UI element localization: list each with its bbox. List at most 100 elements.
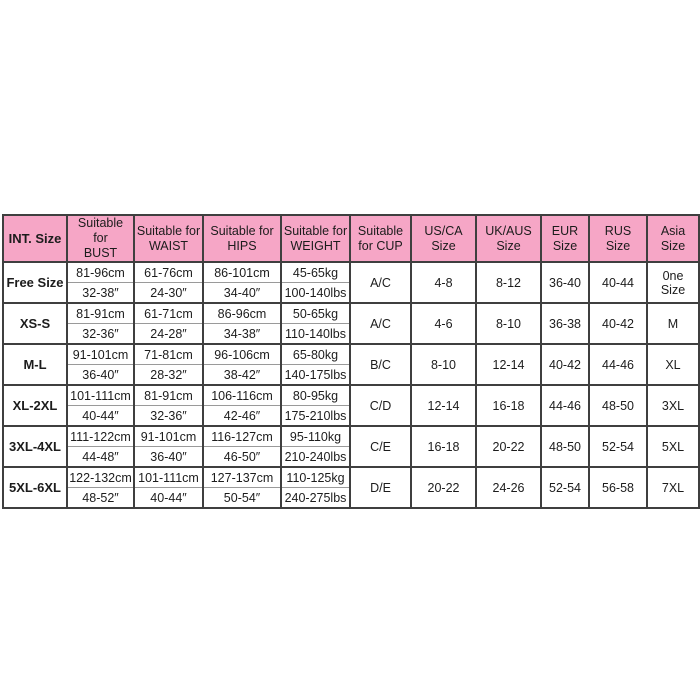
- cell-eur: 40-42: [540, 343, 590, 386]
- cell-bust-in: 48-52″: [66, 487, 135, 509]
- table-row: 40-44″ 32-36″ 42-46″ 175-210lbs: [3, 405, 699, 427]
- cell-bust-in: 32-36″: [66, 323, 135, 345]
- table-row: Free Size 81-96cm 61-76cm 86-101cm 45-65…: [2, 261, 700, 304]
- col-header-us-ca: US/CA Size: [410, 214, 477, 263]
- table-header-row: INT. Size Suitable for BUST Suitable for…: [2, 214, 700, 263]
- cell-waist-cm: 61-76cm: [133, 261, 204, 283]
- cell-weight-lbs: 110-140lbs: [280, 323, 351, 345]
- table-row: 44-48″ 36-40″ 46-50″ 210-240lbs: [3, 446, 699, 468]
- table-row: 5XL-6XL 122-132cm 101-111cm 127-137cm 11…: [2, 466, 700, 509]
- cell-bust-in: 32-38″: [66, 282, 135, 304]
- cell-weight-lbs: 175-210lbs: [280, 405, 351, 427]
- cell-hips-cm: 106-116cm: [202, 384, 282, 406]
- cell-eur: 44-46: [540, 384, 590, 427]
- cell-hips-in: 46-50″: [202, 446, 282, 468]
- table-row: 36-40″ 28-32″ 38-42″ 140-175lbs: [3, 364, 699, 386]
- cell-asia: M: [646, 302, 700, 345]
- cell-uk-aus: 8-10: [475, 302, 542, 345]
- cell-bust-cm: 101-111cm: [66, 384, 135, 406]
- size-chart-image: INT. Size Suitable for BUST Suitable for…: [2, 214, 700, 509]
- cell-hips-cm: 96-106cm: [202, 343, 282, 365]
- cell-us-ca: 20-22: [410, 466, 477, 509]
- cell-waist-cm: 71-81cm: [133, 343, 204, 365]
- cell-eur: 36-40: [540, 261, 590, 304]
- cell-hips-in: 42-46″: [202, 405, 282, 427]
- cell-hips-cm: 86-96cm: [202, 302, 282, 324]
- cell-bust-cm: 111-122cm: [66, 425, 135, 447]
- cell-hips-in: 34-40″: [202, 282, 282, 304]
- cell-waist-in: 40-44″: [133, 487, 204, 509]
- cell-hips-cm: 127-137cm: [202, 466, 282, 488]
- cell-hips-in: 50-54″: [202, 487, 282, 509]
- cell-cup: C/E: [349, 425, 412, 468]
- table-row: M-L 91-101cm 71-81cm 96-106cm 65-80kg B/…: [2, 343, 700, 386]
- cell-waist-cm: 81-91cm: [133, 384, 204, 406]
- cell-weight-lbs: 100-140lbs: [280, 282, 351, 304]
- cell-weight-kg: 110-125kg: [280, 466, 351, 488]
- cell-eur: 36-38: [540, 302, 590, 345]
- cell-waist-in: 36-40″: [133, 446, 204, 468]
- cell-cup: C/D: [349, 384, 412, 427]
- col-header-bust: Suitable for BUST: [66, 214, 135, 263]
- cell-asia: XL: [646, 343, 700, 386]
- cell-uk-aus: 20-22: [475, 425, 542, 468]
- cell-weight-lbs: 210-240lbs: [280, 446, 351, 468]
- cell-size: 3XL-4XL: [2, 425, 68, 468]
- cell-uk-aus: 24-26: [475, 466, 542, 509]
- cell-size: M-L: [2, 343, 68, 386]
- table-row: 32-38″ 24-30″ 34-40″ 100-140lbs: [3, 282, 699, 304]
- cell-asia: 5XL: [646, 425, 700, 468]
- col-header-int-size: INT. Size: [2, 214, 68, 263]
- cell-waist-cm: 61-71cm: [133, 302, 204, 324]
- col-header-rus: RUS Size: [588, 214, 648, 263]
- cell-waist-in: 24-28″: [133, 323, 204, 345]
- cell-bust-in: 44-48″: [66, 446, 135, 468]
- cell-asia: 7XL: [646, 466, 700, 509]
- cell-bust-cm: 81-91cm: [66, 302, 135, 324]
- cell-bust-cm: 91-101cm: [66, 343, 135, 365]
- cell-asia: 3XL: [646, 384, 700, 427]
- col-header-cup: Suitable for CUP: [349, 214, 412, 263]
- cell-us-ca: 8-10: [410, 343, 477, 386]
- cell-hips-in: 34-38″: [202, 323, 282, 345]
- cell-cup: B/C: [349, 343, 412, 386]
- cell-us-ca: 12-14: [410, 384, 477, 427]
- cell-rus: 52-54: [588, 425, 648, 468]
- cell-waist-in: 28-32″: [133, 364, 204, 386]
- cell-rus: 56-58: [588, 466, 648, 509]
- cell-us-ca: 4-6: [410, 302, 477, 345]
- cell-bust-in: 36-40″: [66, 364, 135, 386]
- cell-cup: A/C: [349, 302, 412, 345]
- cell-size: 5XL-6XL: [2, 466, 68, 509]
- cell-weight-lbs: 140-175lbs: [280, 364, 351, 386]
- cell-rus: 40-44: [588, 261, 648, 304]
- col-header-weight: Suitable for WEIGHT: [280, 214, 351, 263]
- cell-eur: 48-50: [540, 425, 590, 468]
- cell-size: XL-2XL: [2, 384, 68, 427]
- cell-bust-cm: 122-132cm: [66, 466, 135, 488]
- col-header-asia: Asia Size: [646, 214, 700, 263]
- cell-rus: 44-46: [588, 343, 648, 386]
- cell-weight-kg: 50-65kg: [280, 302, 351, 324]
- cell-uk-aus: 12-14: [475, 343, 542, 386]
- cell-uk-aus: 8-12: [475, 261, 542, 304]
- cell-weight-kg: 45-65kg: [280, 261, 351, 283]
- cell-weight-kg: 95-110kg: [280, 425, 351, 447]
- cell-bust-cm: 81-96cm: [66, 261, 135, 283]
- cell-bust-in: 40-44″: [66, 405, 135, 427]
- cell-waist-cm: 101-111cm: [133, 466, 204, 488]
- col-header-uk-aus: UK/AUS Size: [475, 214, 542, 263]
- cell-weight-lbs: 240-275lbs: [280, 487, 351, 509]
- table-row: 48-52″ 40-44″ 50-54″ 240-275lbs: [3, 487, 699, 509]
- cell-eur: 52-54: [540, 466, 590, 509]
- cell-asia: 0ne Size: [646, 261, 700, 304]
- cell-weight-kg: 80-95kg: [280, 384, 351, 406]
- cell-uk-aus: 16-18: [475, 384, 542, 427]
- size-chart-table: INT. Size Suitable for BUST Suitable for…: [2, 214, 700, 509]
- cell-rus: 40-42: [588, 302, 648, 345]
- table-row: 3XL-4XL 111-122cm 91-101cm 116-127cm 95-…: [2, 425, 700, 468]
- table-row: XL-2XL 101-111cm 81-91cm 106-116cm 80-95…: [2, 384, 700, 427]
- col-header-waist: Suitable for WAIST: [133, 214, 204, 263]
- cell-waist-in: 32-36″: [133, 405, 204, 427]
